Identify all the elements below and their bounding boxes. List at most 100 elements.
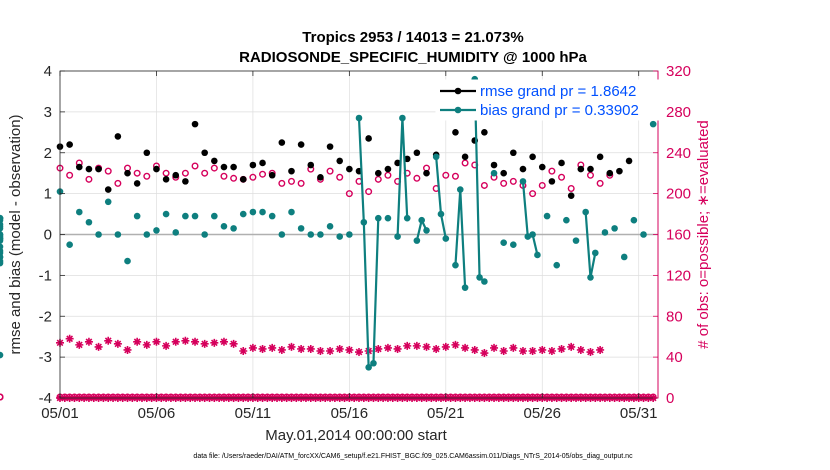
data-point (234, 393, 242, 401)
data-point (302, 393, 310, 401)
data-point (394, 159, 401, 167)
data-point (490, 343, 499, 352)
data-point (538, 181, 546, 189)
data-point (394, 233, 401, 240)
data-point (239, 176, 247, 183)
data-point (586, 393, 594, 401)
series-bias-grand-pr-0-33902 (0, 75, 657, 371)
data-point (452, 129, 459, 136)
data-point (230, 393, 238, 401)
data-point (403, 214, 411, 222)
data-point (66, 141, 73, 148)
data-point (210, 338, 219, 347)
data-point (524, 393, 532, 401)
x-tick-label: 05/06 (138, 405, 176, 422)
data-point (61, 393, 69, 401)
data-point (201, 393, 209, 401)
data-point (133, 212, 141, 220)
data-point (254, 393, 262, 401)
data-point (374, 175, 382, 183)
data-point (592, 249, 599, 257)
data-point (341, 393, 349, 401)
data-point (278, 139, 286, 146)
y-tick-label-right: 120 (666, 267, 691, 284)
data-point (273, 393, 281, 401)
data-point (336, 393, 344, 401)
data-point (548, 393, 556, 401)
y-tick-label-left: 3 (44, 104, 52, 121)
data-point (138, 393, 146, 401)
data-point (548, 178, 556, 185)
data-point (239, 210, 247, 218)
data-point (529, 393, 537, 401)
data-point (514, 393, 522, 401)
data-point (0, 257, 4, 265)
data-point (587, 165, 594, 173)
data-point (66, 393, 74, 401)
data-point (360, 218, 368, 226)
data-point (297, 393, 305, 401)
data-point (476, 393, 484, 401)
data-point (326, 393, 334, 401)
y-tick-label-left: 0 (44, 227, 52, 244)
series-obs-possible (56, 159, 614, 198)
data-point (346, 165, 353, 173)
data-point (461, 153, 469, 161)
y-tick-label-left: 2 (44, 145, 52, 162)
data-point (345, 345, 354, 354)
data-point (649, 393, 657, 401)
data-point (413, 149, 421, 157)
data-point (437, 210, 445, 218)
data-point (528, 346, 537, 355)
data-point (470, 345, 479, 354)
data-point (186, 393, 194, 401)
data-point (288, 208, 295, 216)
data-point (529, 190, 537, 198)
data-point (345, 190, 353, 198)
x-axis-label: May.01,2014 00:00:00 start (265, 427, 447, 444)
legend-label: rmse grand pr = 1.8642 (480, 83, 636, 100)
data-point (312, 393, 320, 401)
data-point (148, 393, 156, 401)
data-point (181, 169, 189, 177)
data-point (451, 172, 459, 180)
data-point (365, 188, 373, 196)
data-point (558, 159, 565, 167)
data-point (442, 235, 450, 242)
data-point (408, 393, 416, 401)
data-point (490, 161, 498, 169)
data-point (481, 129, 488, 136)
data-point (398, 393, 406, 401)
data-point (210, 393, 218, 401)
data-point (0, 247, 4, 255)
data-point (461, 343, 470, 352)
data-point (510, 149, 517, 157)
data-point (461, 393, 469, 401)
y-tick-label-right: 240 (666, 145, 691, 162)
data-point (297, 179, 305, 187)
data-point (268, 393, 276, 401)
data-point (476, 274, 483, 281)
data-point (374, 344, 383, 353)
data-point (543, 393, 551, 401)
y-tick-label-right: 40 (666, 349, 683, 366)
data-point (321, 393, 329, 401)
data-point (152, 337, 161, 346)
data-point (211, 212, 218, 220)
data-point (374, 393, 382, 401)
data-point (495, 393, 503, 401)
data-point (393, 344, 402, 353)
data-point (403, 155, 411, 163)
data-point (543, 212, 551, 220)
data-point (263, 393, 271, 401)
data-point (456, 186, 464, 193)
data-point (369, 393, 377, 401)
bias-line (357, 117, 380, 370)
data-point (451, 393, 459, 401)
data-point (259, 159, 266, 167)
data-point (215, 393, 223, 401)
data-point (201, 231, 208, 238)
data-point (596, 179, 604, 187)
data-point (418, 393, 426, 401)
data-point (75, 340, 84, 349)
